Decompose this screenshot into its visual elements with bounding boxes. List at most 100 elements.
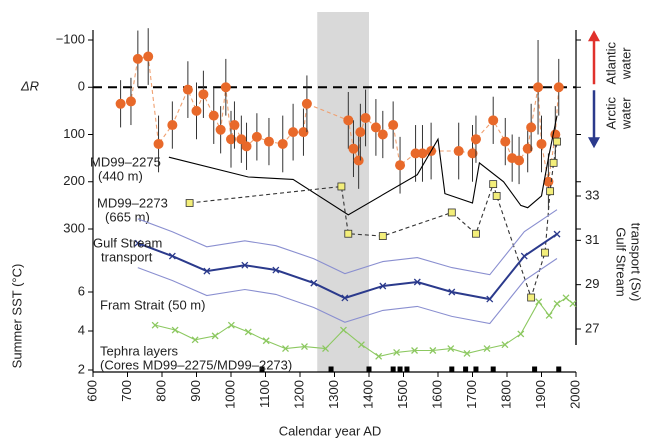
data-point [360, 112, 371, 123]
data-point [488, 115, 499, 126]
x-tick-label: 2000 [567, 380, 582, 409]
tephra-layer [473, 366, 479, 372]
series-label: MD99–2273 [97, 195, 168, 210]
data-point [467, 148, 478, 159]
data-point [514, 155, 525, 166]
data-point [125, 96, 136, 107]
y-tick-label: 4 [78, 322, 85, 337]
data-point [282, 345, 289, 353]
data-point [277, 138, 288, 149]
x-tick-label: 800 [153, 380, 168, 402]
data-point [447, 208, 456, 217]
data-point [310, 279, 318, 287]
data-point [520, 252, 528, 260]
series-label: Gulf Stream [93, 235, 162, 250]
data-point [526, 122, 537, 133]
y-tick-label: 2 [78, 361, 85, 376]
series-line [137, 258, 558, 325]
series-label: Fram Strait (50 m) [100, 297, 205, 312]
x-tick-label: 600 [84, 380, 99, 402]
data-point [562, 294, 570, 302]
x-tick-label: 1100 [257, 380, 272, 408]
annotation: Atlantic [603, 41, 618, 84]
data-point [171, 326, 179, 334]
data-point [153, 138, 164, 149]
series-label: Tephra layers [100, 343, 179, 358]
data-point [151, 321, 159, 329]
data-point [198, 89, 209, 100]
x-tick-label: 1800 [498, 380, 513, 409]
data-point [208, 110, 219, 121]
x-tick-label: 1200 [291, 380, 306, 409]
data-point [533, 82, 544, 93]
data-point [236, 134, 247, 145]
y-tick-label: 31 [585, 232, 599, 247]
data-point [569, 300, 577, 308]
y-tick-label: 100 [63, 126, 85, 141]
data-point [447, 345, 455, 353]
y-tick-label: 27 [585, 320, 599, 335]
data-point [134, 239, 142, 247]
annotation: water [618, 97, 633, 130]
data-point [215, 124, 226, 135]
data-point [220, 82, 231, 93]
series-label: (440 m) [98, 168, 143, 183]
data-point [244, 328, 252, 336]
data-point [132, 53, 143, 64]
data-point [355, 127, 366, 138]
x-tick-label: 1000 [222, 380, 237, 409]
data-point [546, 187, 555, 196]
data-point [549, 158, 558, 167]
data-point [337, 182, 346, 191]
series-label: (Cores MD99–2275/MD99–2273) [100, 357, 292, 372]
data-point [536, 138, 547, 149]
y-tick-label: 6 [78, 283, 85, 298]
data-point [489, 180, 498, 189]
data-point [393, 348, 401, 356]
tephra-layer [490, 366, 496, 372]
data-point [395, 160, 406, 171]
series-label: transport [101, 249, 153, 264]
data-point [241, 261, 249, 269]
data-point [167, 120, 178, 131]
data-point [453, 146, 464, 157]
data-point [227, 321, 235, 329]
data-point [375, 352, 383, 360]
data-point [545, 311, 553, 319]
data-point [272, 266, 280, 274]
data-point [517, 330, 525, 338]
tephra-layer [463, 366, 469, 372]
y-tick-label: 33 [585, 187, 599, 202]
data-point [203, 267, 211, 275]
data-point [182, 84, 193, 95]
data-point [410, 148, 421, 159]
tephra-layer [259, 366, 265, 372]
data-point [301, 343, 308, 351]
data-point [185, 199, 194, 207]
y-tick-label: −100 [56, 31, 85, 46]
data-point [191, 336, 199, 344]
arrow-head [588, 30, 600, 42]
data-point [370, 122, 381, 133]
series-label: (665 m) [105, 209, 150, 224]
x-tick-label: 900 [188, 380, 203, 402]
data-point [343, 115, 354, 126]
data-point [448, 288, 456, 296]
x-tick-label: 1600 [429, 380, 444, 409]
x-tick-label: 1400 [360, 380, 375, 409]
data-point [288, 127, 299, 138]
x-tick-label: 1300 [326, 380, 341, 409]
x-tick-label: 700 [119, 380, 134, 402]
data-point [492, 192, 501, 200]
y-axis-label: Summer SST (°C) [9, 264, 24, 369]
annotation: water [618, 47, 633, 80]
y-tick-label: 300 [63, 220, 85, 235]
data-point [527, 293, 536, 302]
data-point [229, 120, 240, 131]
data-point [472, 229, 480, 238]
data-point [417, 148, 428, 159]
tephra-layer [366, 366, 372, 372]
data-point [211, 332, 219, 340]
data-point [143, 51, 154, 62]
data-point [470, 134, 481, 145]
